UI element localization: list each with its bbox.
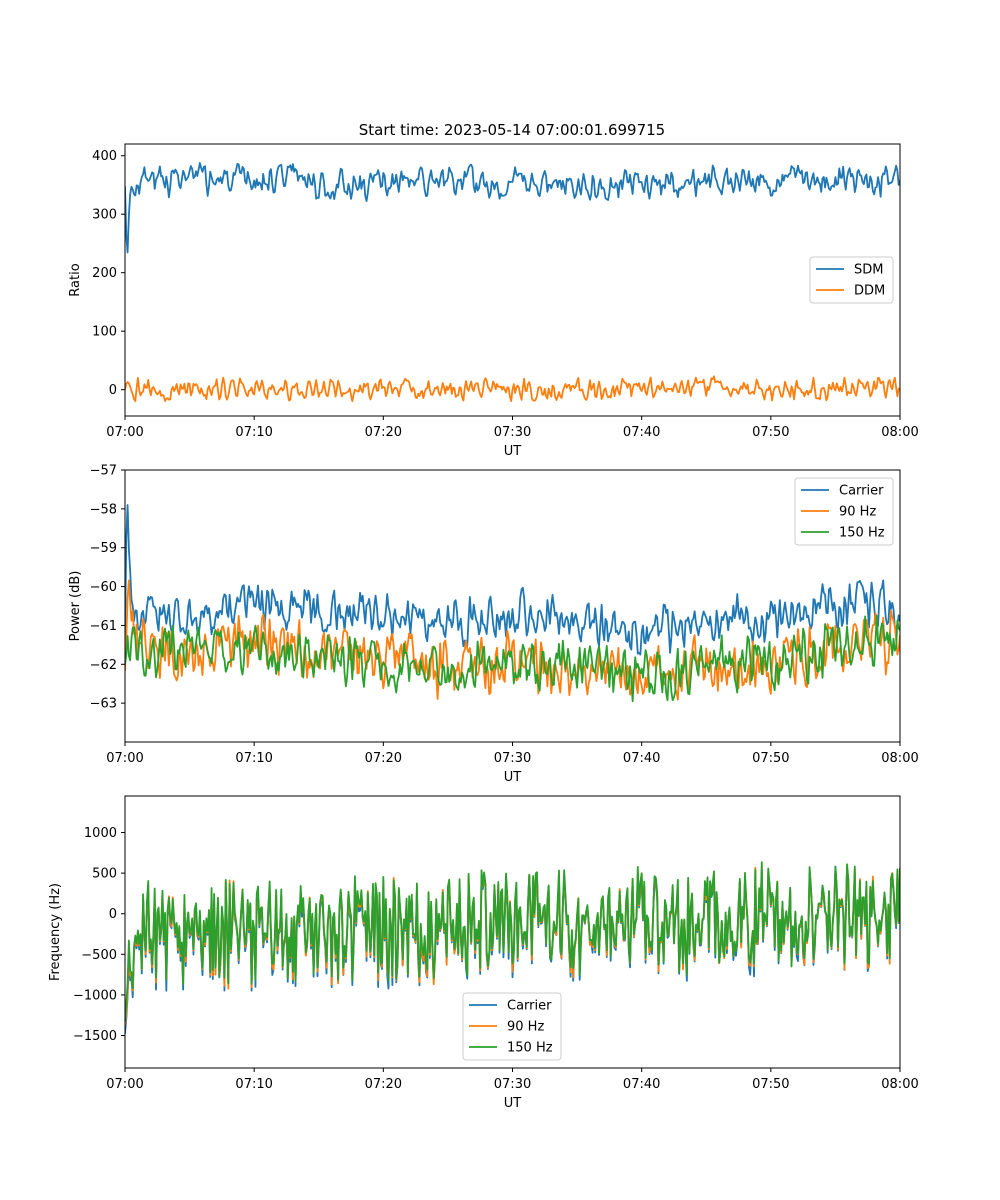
y-tick-label: −1000 (73, 988, 117, 1003)
series-line-150-hz (125, 861, 900, 1022)
x-tick-label: 08:00 (881, 425, 918, 440)
y-tick-label: −57 (90, 464, 117, 479)
legend-label: 90 Hz (507, 1020, 544, 1035)
series-lines (125, 861, 900, 1034)
y-tick-label: 0 (109, 907, 117, 922)
chart-panel-3: 07:00 07:10 07:20 07:30 07:40 07:50 08:00 1000 5… (48, 795, 919, 1111)
x-tick-label: 07:00 (106, 1077, 143, 1092)
x-tick-label: 07:40 (623, 751, 660, 766)
y-tick-label: −1500 (73, 1029, 117, 1044)
series-line-sdm (125, 162, 900, 254)
y-axis-label: Ratio (68, 263, 83, 296)
x-tick-label: 07:30 (494, 425, 531, 440)
x-tick-label: 08:00 (881, 751, 918, 766)
x-axis-label: UT (504, 770, 522, 785)
x-tick-label: 07:00 (106, 751, 143, 766)
chart-panel-1: 07:00 07:10 07:20 07:30 07:40 07:50 08:00 0 100 2… (68, 143, 919, 459)
y-tick-label: 500 (92, 867, 117, 882)
legend: Carrier 90 Hz 150 Hz (794, 477, 894, 546)
chart-panel-2: 07:00 07:10 07:20 07:30 07:40 07:50 08:00 −57 −5… (68, 464, 919, 786)
y-tick-label: −500 (81, 948, 117, 963)
legend-label: Carrier (507, 999, 552, 1014)
x-tick-label: 07:30 (494, 751, 531, 766)
y-tick-label: −62 (90, 658, 117, 673)
y-tick-label: −60 (90, 580, 117, 595)
series-lines (125, 162, 900, 403)
y-tick-label: −58 (90, 502, 117, 517)
y-tick-label: −61 (90, 619, 117, 634)
y-tick-label: 0 (109, 383, 117, 398)
legend-box (794, 477, 894, 546)
y-tick-label: −63 (90, 697, 117, 712)
x-tick-label: 07:50 (752, 751, 789, 766)
x-axis-label: UT (504, 444, 522, 459)
y-tick-label: 1000 (84, 826, 117, 841)
legend-label: Carrier (839, 484, 884, 499)
figure-title: Start time: 2023-05-14 07:00:01.699715 (359, 121, 665, 139)
legend-label: DDM (854, 284, 885, 299)
legend: SDM DDM (809, 256, 894, 304)
x-tick-label: 07:50 (752, 1077, 789, 1092)
x-tick-label: 07:40 (623, 425, 660, 440)
x-tick-label: 07:10 (235, 425, 272, 440)
chart-panels: 07:00 07:10 07:20 07:30 07:40 07:50 08:00 0 100 2… (48, 143, 919, 1111)
legend-label: SDM (854, 263, 883, 278)
x-tick-label: 07:40 (623, 1077, 660, 1092)
x-tick-label: 07:30 (494, 1077, 531, 1092)
y-axis-label: Power (dB) (68, 571, 83, 642)
y-tick-label: −59 (90, 541, 117, 556)
y-tick-label: 100 (92, 325, 117, 340)
y-tick-label: 300 (92, 208, 117, 223)
series-lines (125, 504, 900, 703)
x-tick-label: 08:00 (881, 1077, 918, 1092)
x-tick-label: 07:00 (106, 425, 143, 440)
x-axis-label: UT (504, 1096, 522, 1111)
series-line-ddm (125, 375, 900, 403)
legend-label: 150 Hz (839, 526, 885, 541)
y-tick-label: 200 (92, 266, 117, 281)
y-axis-label: Frequency (Hz) (48, 883, 63, 981)
y-tick-label: 400 (92, 149, 117, 164)
x-tick-label: 07:10 (235, 1077, 272, 1092)
series-line-150-hz (125, 614, 900, 703)
legend-label: 90 Hz (839, 505, 876, 520)
legend-label: 150 Hz (507, 1041, 553, 1056)
series-line-carrier (125, 504, 900, 656)
legend: Carrier 90 Hz 150 Hz (462, 992, 562, 1061)
x-tick-label: 07:50 (752, 425, 789, 440)
legend-box (462, 992, 562, 1061)
x-tick-label: 07:20 (365, 1077, 402, 1092)
x-tick-label: 07:10 (235, 751, 272, 766)
x-tick-label: 07:20 (365, 751, 402, 766)
x-tick-label: 07:20 (365, 425, 402, 440)
